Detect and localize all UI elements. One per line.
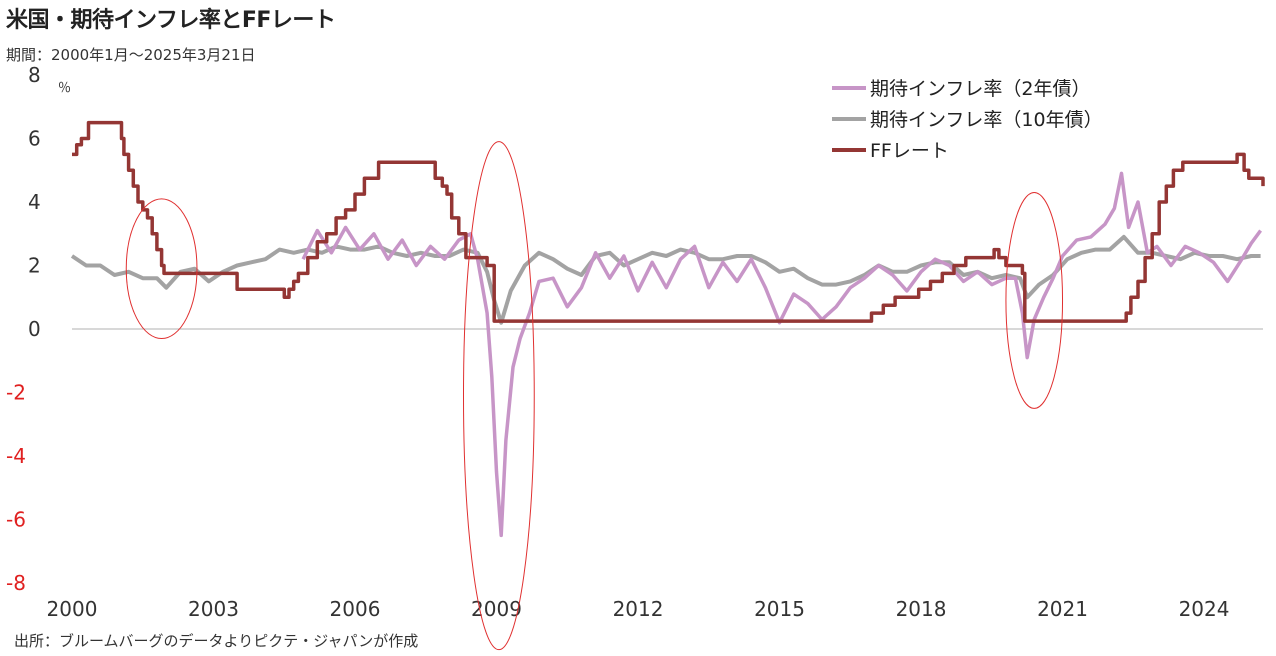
legend-label: FFレート — [870, 140, 949, 162]
highlight-layer — [125, 141, 1064, 651]
x-tick-label: 2012 — [613, 597, 664, 621]
legend-label: 期待インフレ率（2年債） — [870, 78, 1091, 100]
y-tick-label: 4 — [28, 190, 41, 214]
x-tick-label: 2024 — [1179, 597, 1230, 621]
highlight-ellipse — [1005, 191, 1064, 409]
y-tick-label: -6 — [6, 508, 26, 532]
x-tick-label: 2021 — [1037, 597, 1088, 621]
legend-label: 期待インフレ率（10年債） — [870, 109, 1103, 131]
legend: 期待インフレ率（2年債） 期待インフレ率（10年債） FFレート — [832, 78, 1103, 162]
y-tick-label: 6 — [28, 127, 41, 151]
series-line-ff-rate — [72, 120, 1265, 323]
y-tick-label: 0 — [28, 317, 41, 341]
y-axis-ticks: 8 6 4 2 0 -2 -4 -6 -8 — [6, 63, 41, 595]
y-tick-label: -8 — [6, 571, 26, 595]
y-axis-unit-label: ％ — [58, 81, 71, 96]
chart-title: 米国・期待インフレ率とFFレート — [6, 8, 336, 33]
x-tick-label: 2003 — [188, 597, 239, 621]
y-tick-label: -2 — [6, 381, 26, 405]
x-tick-label: 2015 — [754, 597, 805, 621]
y-tick-label: 8 — [28, 63, 41, 87]
x-axis-ticks: 2000 2003 2006 2009 2012 2015 2018 2021 2024 — [47, 597, 1230, 621]
series-line-2y-breakeven — [301, 171, 1263, 538]
x-tick-label: 2009 — [471, 597, 522, 621]
x-tick-label: 2018 — [896, 597, 947, 621]
series-layer — [70, 120, 1265, 538]
x-tick-label: 2006 — [330, 597, 381, 621]
highlight-ellipse — [462, 141, 535, 651]
x-tick-label: 2000 — [47, 597, 98, 621]
series-line-10y-breakeven — [70, 234, 1261, 325]
highlight-ellipse — [125, 198, 198, 340]
chart-subtitle: 期間：2000年1月～2025年3月21日 — [6, 46, 256, 64]
source-note: 出所：ブルームバーグのデータよりピクテ・ジャパンが作成 — [14, 632, 419, 650]
y-tick-label: -4 — [6, 444, 26, 468]
y-tick-label: 2 — [28, 254, 41, 278]
